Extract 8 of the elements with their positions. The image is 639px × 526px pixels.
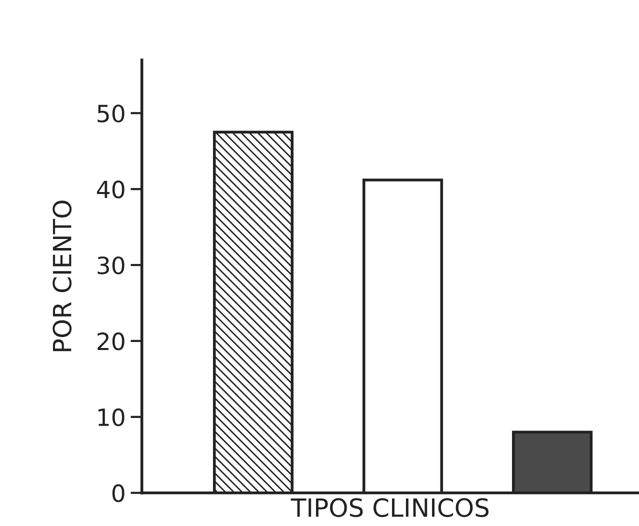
y-axis-title: POR CIENTO	[52, 200, 72, 352]
y-tick-label: 0	[112, 484, 124, 502]
y-tick-label: 40	[96, 180, 124, 198]
y-tick-label: 20	[98, 332, 124, 350]
y-tick-label: 30	[98, 256, 124, 274]
y-tick-label: 10	[98, 408, 124, 426]
x-axis-title: TIPOS CLINICOS	[290, 498, 489, 518]
y-tick-label: 50	[98, 104, 124, 122]
